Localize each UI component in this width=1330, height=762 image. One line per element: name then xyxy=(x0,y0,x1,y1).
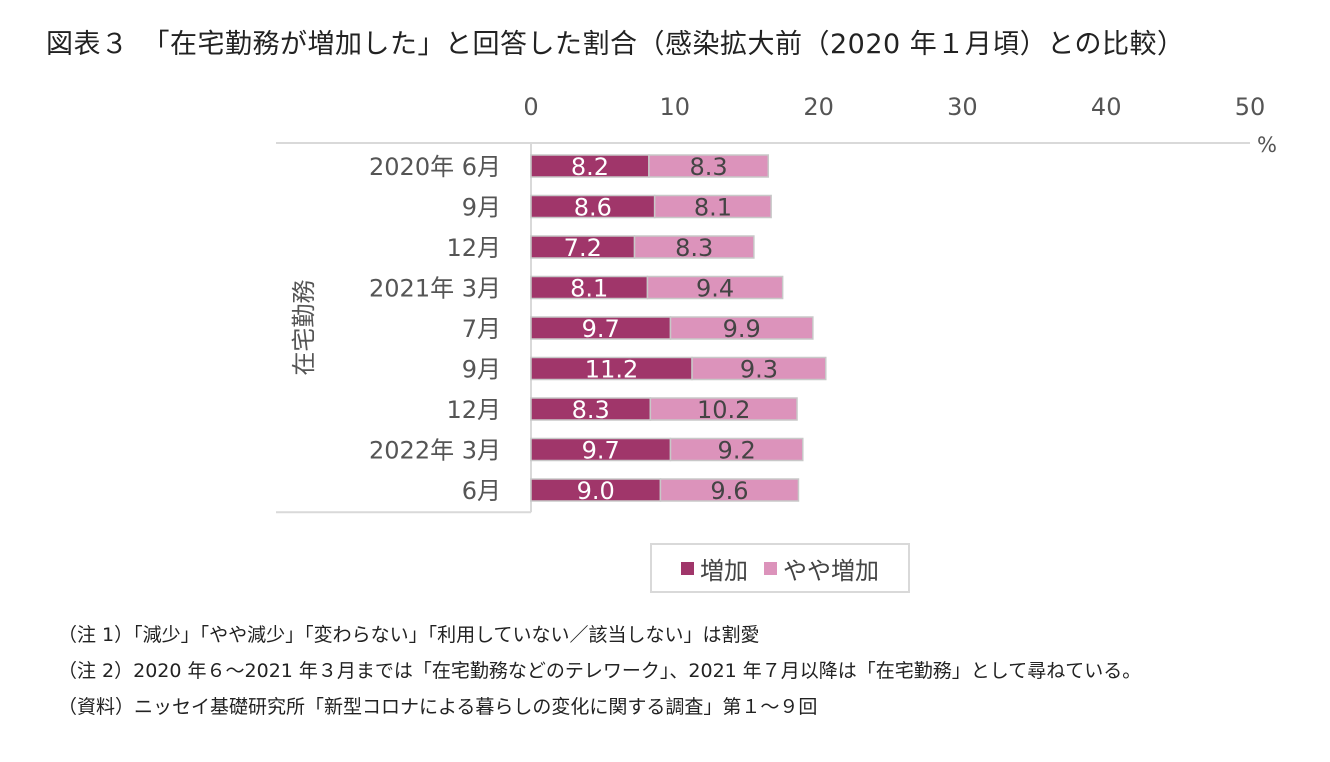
bar-slight-increase xyxy=(646,275,784,300)
data-label-slight-increase: 9.6 xyxy=(710,477,748,505)
data-label-slight-increase: 8.3 xyxy=(675,234,713,262)
data-label-slight-increase: 9.4 xyxy=(696,275,734,303)
chart-title: 図表３ 「在宅勤務が増加した」と回答した割合（感染拡大前（2020 年１月頃）と… xyxy=(46,29,1185,60)
bar-slight-increase xyxy=(691,356,827,381)
category-label: 2022年 3月 xyxy=(369,437,501,465)
category-label: 9月 xyxy=(462,194,501,222)
legend-item-increase: 増加 xyxy=(681,551,748,586)
legend-swatch-slight-increase xyxy=(764,561,777,575)
bar-slight-increase xyxy=(653,194,772,219)
legend-label-increase: 増加 xyxy=(700,556,748,585)
bar-slight-increase xyxy=(659,478,800,502)
chart-legend: 増加 やや増加 xyxy=(650,543,910,593)
legend-swatch-increase xyxy=(681,561,694,575)
bar-slight-increase xyxy=(648,154,770,178)
bar-slight-increase xyxy=(669,316,814,340)
note-2: （注 2）2020 年６～2021 年３月までは「在宅勤務などのテレワーク」、2… xyxy=(58,660,1142,682)
data-label-increase: 9.7 xyxy=(582,315,620,343)
category-label: 2020年 6月 xyxy=(369,153,501,181)
note-source: （資料）ニッセイ基礎研究所「新型コロナによる暮らしの変化に関する調査」第１～９回 xyxy=(58,696,818,718)
x-unit-label: % xyxy=(1257,133,1277,157)
data-label-slight-increase: 10.2 xyxy=(697,396,750,424)
bar-slight-increase xyxy=(649,397,798,421)
category-label: 7月 xyxy=(462,315,501,343)
data-label-increase: 11.2 xyxy=(585,356,638,384)
data-label-slight-increase: 9.9 xyxy=(723,315,761,343)
data-label-increase: 8.2 xyxy=(571,153,609,181)
bar-slight-increase xyxy=(669,437,804,462)
data-label-increase: 7.2 xyxy=(564,234,602,262)
data-label-increase: 9.7 xyxy=(582,437,620,465)
bar-chart: 0 10 20 30 40 50% 在宅勤務 2020年 6月 8.2 8.3 9月 8.6 8.1 12… xyxy=(276,93,1277,514)
category-label: 12月 xyxy=(446,234,501,262)
x-tick-label: 40 xyxy=(1091,93,1122,121)
data-label-slight-increase: 9.3 xyxy=(740,356,778,384)
data-label-slight-increase: 8.1 xyxy=(694,194,732,222)
data-label-increase: 8.6 xyxy=(574,194,612,222)
x-tick-label: 50 xyxy=(1235,93,1266,121)
data-label-increase: 8.1 xyxy=(570,275,608,303)
category-label: 2021年 3月 xyxy=(369,275,501,303)
category-label: 12月 xyxy=(446,396,501,424)
data-label-increase: 9.0 xyxy=(577,477,615,505)
bar-slight-increase xyxy=(633,235,755,259)
legend-label-slight-increase: やや増加 xyxy=(783,556,879,585)
data-label-increase: 8.3 xyxy=(572,396,610,424)
category-label: 6月 xyxy=(462,477,501,505)
note-1: （注 1）「減少」「やや減少」「変わらない」「利用していない／該当しない」は割愛 xyxy=(58,624,760,646)
x-tick-label: 10 xyxy=(660,93,691,121)
data-label-slight-increase: 9.2 xyxy=(718,437,756,465)
category-label: 9月 xyxy=(462,356,501,384)
y-group-label: 在宅勤務 xyxy=(290,280,318,376)
x-tick-label: 30 xyxy=(947,93,978,121)
data-label-slight-increase: 8.3 xyxy=(690,153,728,181)
x-tick-label: 20 xyxy=(803,93,834,121)
x-tick-label: 0 xyxy=(523,93,538,121)
legend-item-slight-increase: やや増加 xyxy=(764,551,879,586)
footnotes: （注 1）「減少」「やや減少」「変わらない」「利用していない／該当しない」は割愛… xyxy=(58,622,1141,730)
